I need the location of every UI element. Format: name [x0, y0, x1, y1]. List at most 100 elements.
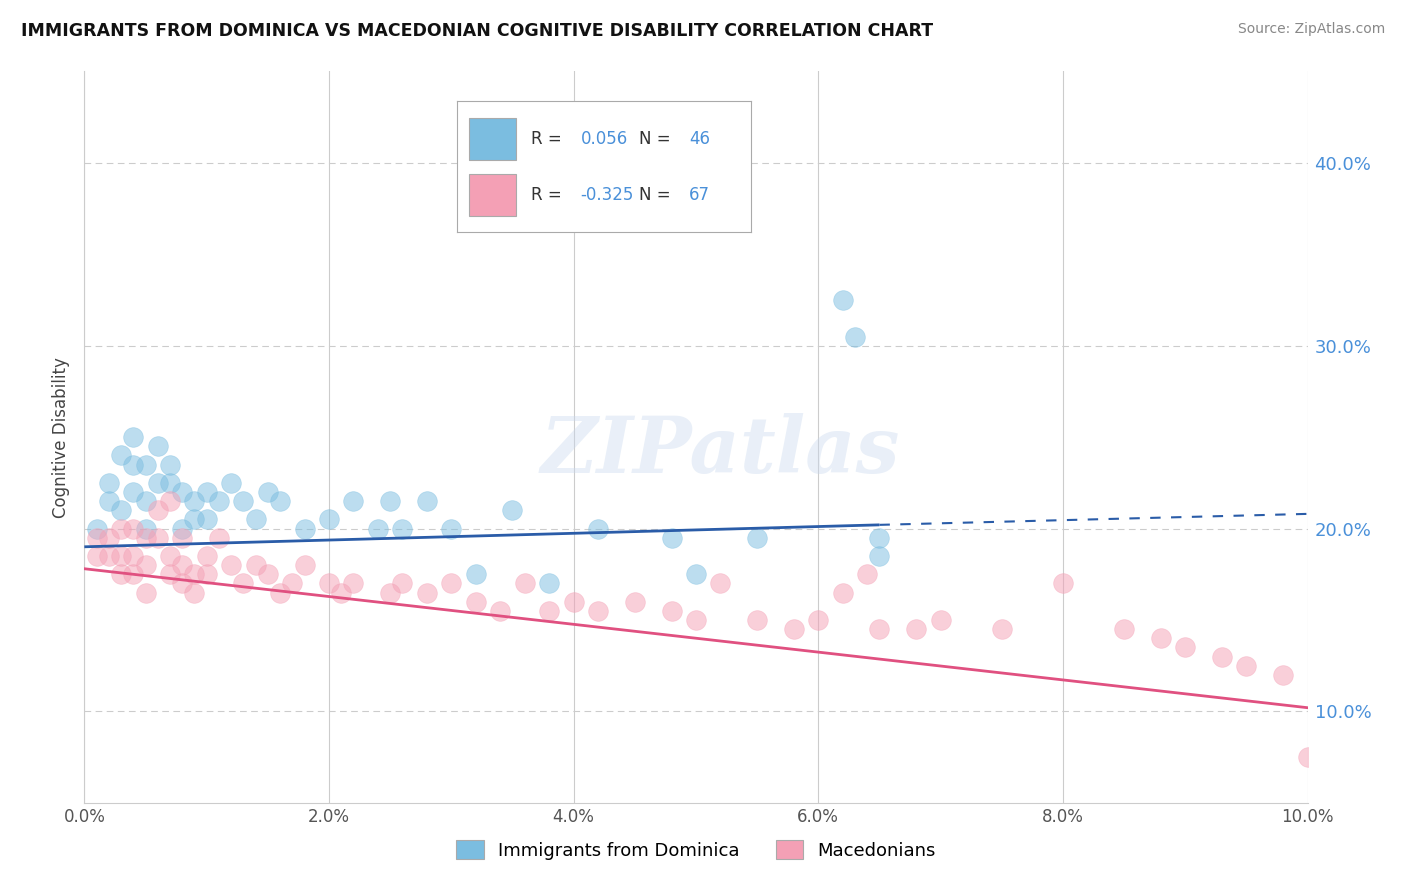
Point	[831, 585, 853, 599]
Point	[219, 475, 242, 490]
Point	[685, 613, 707, 627]
Point	[586, 604, 609, 618]
Point	[380, 494, 402, 508]
Point	[1052, 576, 1074, 591]
Point	[294, 521, 316, 535]
Point	[1150, 632, 1173, 646]
Point	[146, 439, 169, 453]
Point	[294, 558, 316, 573]
Text: ZIPatlas: ZIPatlas	[541, 414, 900, 490]
Point	[464, 594, 486, 608]
Point	[281, 576, 304, 591]
Point	[97, 475, 120, 490]
Point	[747, 613, 769, 627]
Point	[245, 512, 267, 526]
Point	[135, 494, 157, 508]
Point	[245, 558, 267, 573]
Point	[502, 503, 524, 517]
Point	[257, 567, 280, 582]
Point	[135, 558, 157, 573]
Point	[869, 622, 891, 636]
Point	[685, 567, 707, 582]
Point	[783, 622, 806, 636]
Point	[86, 521, 108, 535]
Point	[869, 531, 891, 545]
Point	[661, 531, 683, 545]
Point	[257, 485, 280, 500]
Point	[122, 549, 145, 563]
Point	[183, 494, 205, 508]
Point	[135, 458, 157, 472]
Point	[929, 613, 952, 627]
Point	[747, 531, 769, 545]
Point	[146, 531, 169, 545]
Point	[856, 567, 879, 582]
Point	[195, 567, 218, 582]
Point	[562, 594, 585, 608]
Point	[172, 485, 194, 500]
Point	[183, 585, 205, 599]
Point	[195, 512, 218, 526]
Point	[159, 567, 181, 582]
Point	[489, 604, 512, 618]
Point	[110, 448, 132, 462]
Point	[905, 622, 928, 636]
Point	[624, 594, 647, 608]
Point	[807, 613, 830, 627]
Point	[342, 576, 364, 591]
Point	[367, 521, 389, 535]
Point	[342, 494, 364, 508]
Point	[172, 558, 194, 573]
Point	[208, 531, 231, 545]
Point	[513, 576, 536, 591]
Point	[159, 458, 181, 472]
Point	[110, 521, 132, 535]
Point	[97, 494, 120, 508]
Point	[416, 494, 439, 508]
Point	[110, 503, 132, 517]
Point	[869, 549, 891, 563]
Point	[159, 475, 181, 490]
Point	[97, 549, 120, 563]
Point	[232, 576, 254, 591]
Point	[269, 585, 291, 599]
Point	[110, 549, 132, 563]
Point	[219, 558, 242, 573]
Point	[709, 576, 731, 591]
Point	[122, 521, 145, 535]
Point	[440, 521, 463, 535]
Point	[135, 521, 157, 535]
Point	[586, 521, 609, 535]
Point	[172, 576, 194, 591]
Point	[135, 531, 157, 545]
Point	[232, 494, 254, 508]
Point	[991, 622, 1014, 636]
Text: IMMIGRANTS FROM DOMINICA VS MACEDONIAN COGNITIVE DISABILITY CORRELATION CHART: IMMIGRANTS FROM DOMINICA VS MACEDONIAN C…	[21, 22, 934, 40]
Point	[172, 521, 194, 535]
Point	[86, 531, 108, 545]
Text: Source: ZipAtlas.com: Source: ZipAtlas.com	[1237, 22, 1385, 37]
Point	[172, 531, 194, 545]
Point	[122, 458, 145, 472]
Point	[110, 567, 132, 582]
Y-axis label: Cognitive Disability: Cognitive Disability	[52, 357, 70, 517]
Point	[1114, 622, 1136, 636]
Point	[318, 512, 340, 526]
Point	[183, 567, 205, 582]
Point	[380, 585, 402, 599]
Point	[318, 576, 340, 591]
Point	[183, 512, 205, 526]
Point	[159, 494, 181, 508]
Point	[391, 576, 413, 591]
Point	[159, 549, 181, 563]
Point	[538, 604, 561, 618]
Point	[1272, 667, 1295, 681]
Point	[269, 494, 291, 508]
Point	[122, 430, 145, 444]
Point	[146, 475, 169, 490]
Point	[122, 567, 145, 582]
Point	[86, 549, 108, 563]
Point	[146, 503, 169, 517]
Point	[464, 567, 486, 582]
Point	[1236, 658, 1258, 673]
